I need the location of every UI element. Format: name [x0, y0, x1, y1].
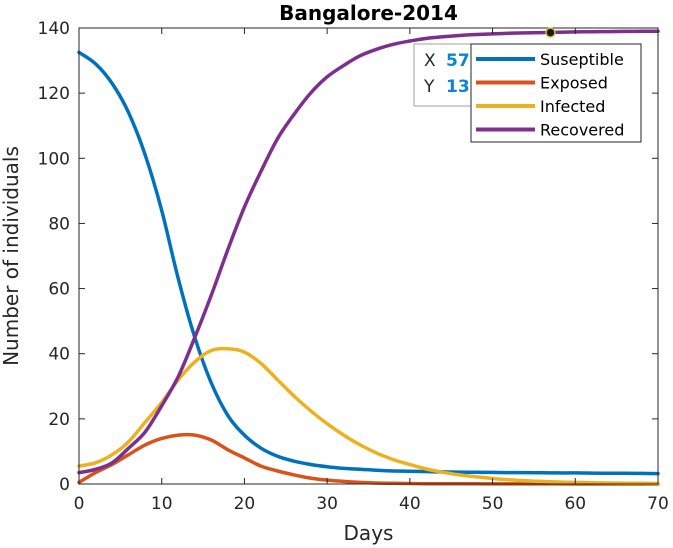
x-tick-label: 0	[74, 494, 85, 514]
series-line-suseptible	[77, 50, 660, 476]
x-tick-label: 60	[564, 494, 586, 514]
datatip-y-label: Y	[423, 77, 435, 97]
series-line-recovered	[77, 29, 660, 475]
y-tick-label: 0	[59, 475, 70, 495]
legend-label-suseptible: Suseptible	[540, 50, 624, 69]
y-tick-label: 80	[48, 214, 70, 234]
x-tick-label: 30	[316, 494, 338, 514]
y-tick-label: 140	[38, 19, 70, 39]
chart-title: Bangalore-2014	[279, 1, 458, 25]
legend-label-recovered: Recovered	[540, 121, 624, 140]
y-axis-label: Number of individuals	[0, 146, 23, 366]
datatip-marker[interactable]	[545, 27, 556, 38]
y-tick-label: 20	[48, 410, 70, 430]
x-axis-label: Days	[344, 521, 394, 545]
x-tick-label: 10	[151, 494, 173, 514]
y-tick-label: 100	[38, 149, 70, 169]
datatip-x-label: X	[424, 51, 436, 71]
y-axis: 0 20 40 60 80 100 120 140	[38, 19, 658, 495]
x-tick-label: 70	[647, 494, 669, 514]
legend-label-exposed: Exposed	[540, 74, 608, 93]
legend-label-infected: Infected	[540, 97, 605, 116]
y-tick-label: 60	[48, 280, 70, 300]
y-tick-label: 120	[38, 84, 70, 104]
legend-items: Suseptible Exposed Infected Recovered	[476, 50, 624, 140]
x-axis: 0 10 20 30 40 50 60 70	[74, 28, 669, 514]
datatip-marker-layer	[545, 27, 556, 38]
x-tick-label: 40	[399, 494, 421, 514]
datatip-x-value: 57	[446, 51, 470, 71]
datatip-y-value: 13	[446, 77, 470, 97]
x-tick-label: 50	[482, 494, 504, 514]
axes-box	[78, 27, 659, 485]
y-tick-label: 40	[48, 345, 70, 365]
x-tick-label: 20	[234, 494, 256, 514]
legend[interactable]: Suseptible Exposed Infected Recovered	[470, 43, 642, 143]
